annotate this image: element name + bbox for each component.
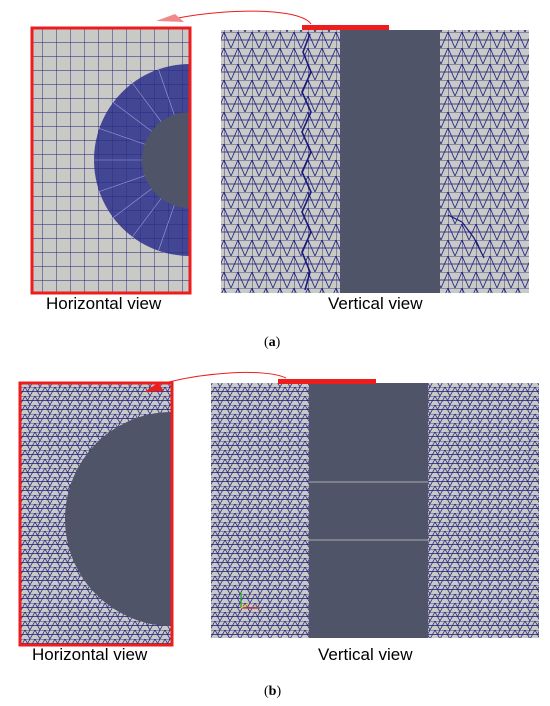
link-arrow xyxy=(177,10,312,25)
panel-b xyxy=(18,372,539,647)
panel-a xyxy=(30,10,529,295)
caption-b: (b) xyxy=(264,684,282,699)
horizontal-view-label-a: Horizontal view xyxy=(46,294,162,313)
panel-a-vertical-mesh xyxy=(221,30,529,293)
panel-a-horizontal-mesh xyxy=(32,28,190,293)
panel-b-vertical-mesh xyxy=(211,383,539,638)
axes-triad-icon xyxy=(240,592,260,609)
link-arrow xyxy=(153,372,287,387)
caption-a-letter: a xyxy=(268,335,276,350)
cylinder-cross-section xyxy=(309,383,428,638)
cylinder-cross-section xyxy=(340,30,440,293)
horizontal-view-highlight-frame xyxy=(18,381,174,647)
panel-b-horizontal-mesh xyxy=(20,383,172,645)
cut-plane-marker xyxy=(302,25,389,30)
arrow-head xyxy=(144,383,164,392)
vertical-view-label-a: Vertical view xyxy=(328,294,423,313)
cylinder-half xyxy=(65,412,172,626)
caption-b-letter: b xyxy=(268,684,277,699)
arrow-head xyxy=(156,14,184,22)
cut-plane-marker xyxy=(278,379,376,384)
vertical-view-label-b: Vertical view xyxy=(318,645,413,664)
horizontal-view-label-b: Horizontal view xyxy=(32,645,148,664)
caption-a: (a) xyxy=(264,335,281,350)
horizontal-view-highlight-frame xyxy=(30,26,192,295)
